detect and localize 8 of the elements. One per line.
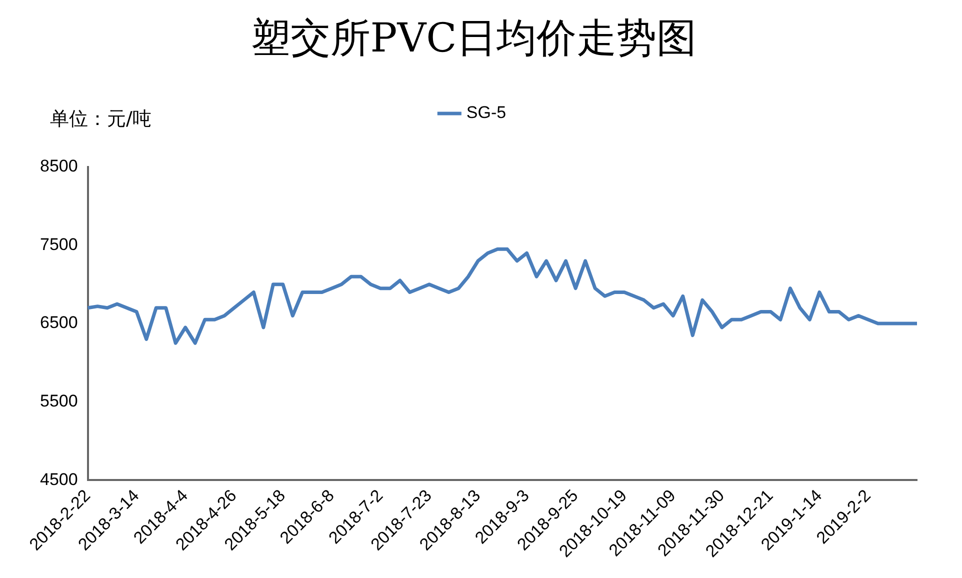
legend-label: SG-5	[466, 103, 506, 122]
y-tick-label: 4500	[40, 470, 78, 489]
y-tick-label: 8500	[40, 156, 78, 176]
chart-title: 塑交所PVC日均价走势图	[250, 15, 697, 62]
y-tick-label: 7500	[40, 234, 78, 254]
y-tick-label: 5500	[40, 392, 78, 410]
y-tick-label: 6500	[40, 313, 78, 332]
y-axis-title: 单位：元/吨	[50, 107, 152, 132]
